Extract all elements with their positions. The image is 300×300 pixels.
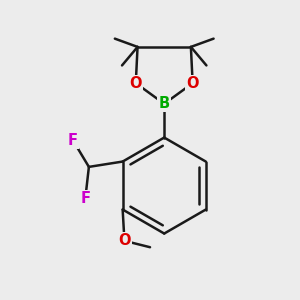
- Text: O: O: [130, 76, 142, 91]
- Text: F: F: [68, 133, 78, 148]
- Text: O: O: [186, 76, 199, 91]
- Text: B: B: [159, 96, 170, 111]
- Text: O: O: [118, 233, 131, 248]
- Text: F: F: [80, 191, 90, 206]
